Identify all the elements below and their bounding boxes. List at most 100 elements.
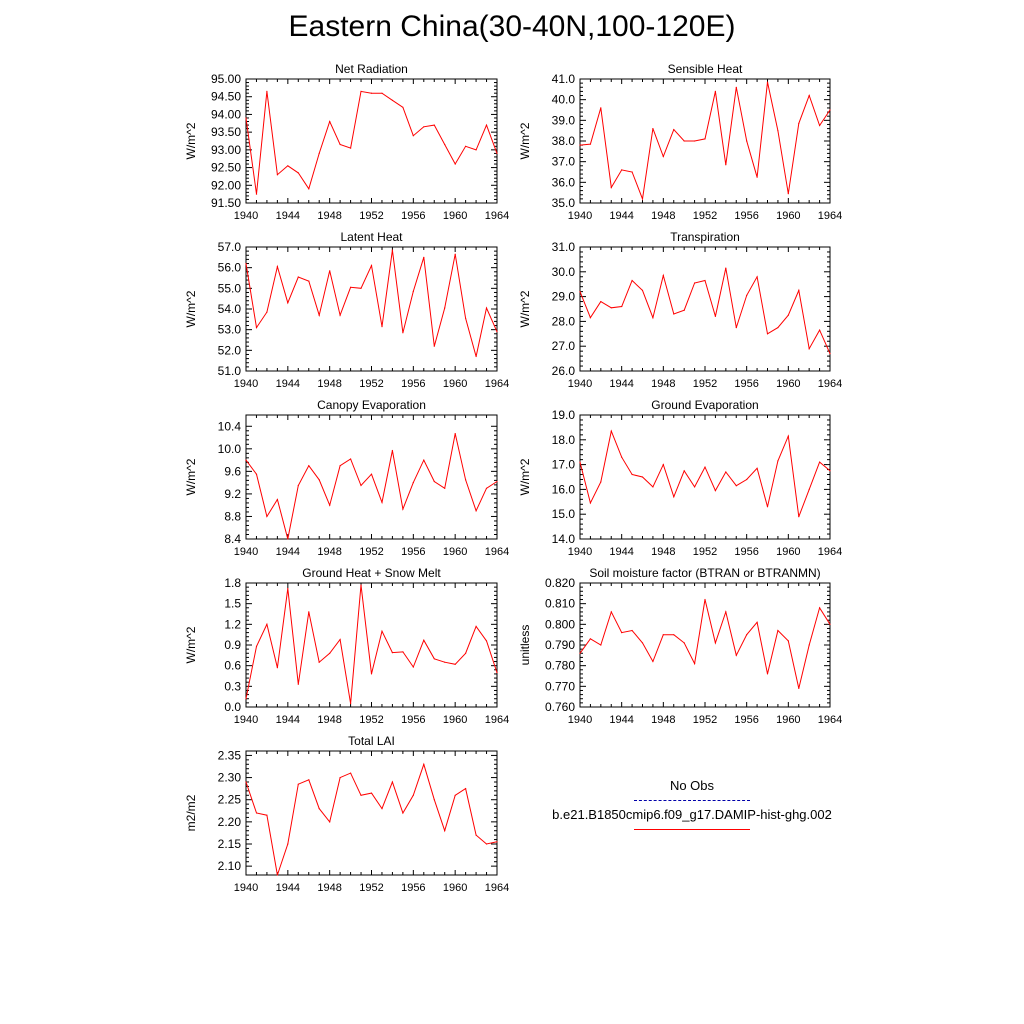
x-tick-label: 1956 bbox=[734, 378, 758, 390]
data-point bbox=[329, 821, 331, 823]
data-point bbox=[444, 661, 446, 663]
x-tick-label: 1944 bbox=[276, 210, 300, 222]
data-point bbox=[704, 466, 706, 468]
panel-title: Total LAI bbox=[348, 734, 395, 748]
data-point bbox=[318, 808, 320, 810]
y-tick-label: 30.0 bbox=[552, 265, 576, 279]
data-point bbox=[600, 644, 602, 646]
data-point bbox=[423, 459, 425, 461]
data-point bbox=[412, 290, 414, 292]
panel-title: Latent Heat bbox=[340, 230, 403, 244]
chart-panel-9: 1940 1944 1948 1952 1956 1960 1964 2.10 2.15 2.20… bbox=[184, 734, 509, 894]
data-point bbox=[381, 92, 383, 94]
x-tick-label: 1960 bbox=[443, 714, 467, 726]
data-point bbox=[589, 143, 592, 145]
y-tick-label: 38.0 bbox=[552, 134, 576, 148]
y-axis-label: W/m^2 bbox=[184, 290, 198, 327]
data-point bbox=[808, 488, 810, 490]
y-tick-label: 2.20 bbox=[218, 815, 242, 829]
data-point bbox=[621, 456, 623, 458]
x-tick-label: 1944 bbox=[276, 714, 300, 726]
data-point bbox=[465, 145, 467, 147]
data-point bbox=[266, 515, 268, 518]
data-point bbox=[454, 253, 456, 255]
data-point bbox=[287, 538, 289, 540]
x-tick-label: 1948 bbox=[317, 546, 341, 558]
data-point bbox=[610, 307, 612, 309]
chart-panel-2: 1940 1944 1948 1952 1956 1960 1964 35.0 36.0 37.0… bbox=[518, 62, 842, 222]
data-point bbox=[475, 355, 477, 358]
y-tick-label: 0.760 bbox=[545, 700, 575, 714]
data-point bbox=[412, 666, 414, 668]
data-point bbox=[631, 279, 633, 282]
y-tick-label: 91.50 bbox=[211, 196, 241, 210]
data-point bbox=[662, 464, 664, 466]
x-tick-label: 1960 bbox=[443, 378, 467, 390]
y-tick-label: 95.00 bbox=[211, 72, 241, 86]
data-point bbox=[444, 487, 446, 489]
data-point bbox=[381, 630, 383, 632]
data-point bbox=[444, 307, 446, 309]
data-point bbox=[360, 287, 362, 289]
x-tick-label: 1940 bbox=[234, 378, 258, 390]
y-tick-label: 54.0 bbox=[218, 302, 242, 316]
data-point bbox=[245, 459, 247, 461]
x-tick-label: 1940 bbox=[234, 714, 258, 726]
x-tick-label: 1952 bbox=[359, 714, 383, 726]
data-point bbox=[829, 470, 831, 472]
series-line bbox=[579, 429, 831, 517]
data-point bbox=[819, 607, 821, 609]
data-point bbox=[579, 144, 581, 146]
data-point bbox=[777, 629, 779, 632]
x-tick-label: 1960 bbox=[776, 378, 800, 390]
data-point bbox=[829, 109, 831, 111]
x-tick-label: 1960 bbox=[776, 546, 800, 558]
data-point bbox=[819, 124, 821, 127]
y-tick-label: 0.9 bbox=[224, 638, 241, 652]
data-point bbox=[297, 276, 299, 278]
data-point bbox=[673, 313, 675, 315]
data-point bbox=[350, 286, 352, 288]
data-point bbox=[318, 152, 320, 154]
data-point bbox=[297, 172, 299, 174]
x-tick-label: 1956 bbox=[401, 210, 425, 222]
data-point bbox=[756, 467, 758, 469]
data-point bbox=[245, 117, 247, 119]
series-line bbox=[245, 90, 498, 195]
series-line bbox=[245, 433, 498, 540]
x-tick-label: 1956 bbox=[401, 378, 425, 390]
data-point bbox=[641, 198, 644, 200]
panel-title: Canopy Evaporation bbox=[317, 398, 426, 412]
y-tick-label: 16.0 bbox=[552, 482, 576, 496]
series-line bbox=[245, 585, 498, 704]
y-tick-label: 10.0 bbox=[218, 442, 242, 456]
x-tick-label: 1944 bbox=[276, 546, 300, 558]
y-tick-label: 1.5 bbox=[224, 597, 241, 611]
series-line bbox=[579, 599, 831, 689]
data-point bbox=[423, 126, 425, 128]
y-tick-label: 29.0 bbox=[552, 290, 576, 304]
data-point bbox=[735, 654, 737, 656]
data-point bbox=[297, 484, 299, 487]
y-tick-label: 35.0 bbox=[552, 196, 576, 210]
data-point bbox=[433, 658, 435, 660]
data-point bbox=[673, 496, 675, 498]
data-point bbox=[704, 279, 706, 282]
y-tick-label: 0.3 bbox=[224, 679, 241, 693]
data-point bbox=[704, 598, 706, 601]
plot-frame bbox=[245, 414, 498, 540]
data-point bbox=[631, 629, 633, 632]
data-point bbox=[255, 473, 258, 475]
data-point bbox=[735, 327, 737, 329]
data-point bbox=[808, 644, 810, 646]
data-point bbox=[276, 174, 278, 176]
y-tick-label: 0.790 bbox=[545, 638, 575, 652]
data-point bbox=[444, 830, 446, 832]
panel-title: Ground Heat + Snow Melt bbox=[302, 566, 441, 580]
legend-label-model-run: b.e21.B1850cmip6.f09_g17.DAMIP-hist-ghg.… bbox=[552, 807, 832, 822]
data-point bbox=[370, 473, 373, 475]
y-tick-label: 39.0 bbox=[552, 113, 576, 127]
y-tick-label: 93.00 bbox=[211, 143, 241, 157]
data-point bbox=[704, 138, 706, 140]
data-point bbox=[787, 193, 789, 195]
